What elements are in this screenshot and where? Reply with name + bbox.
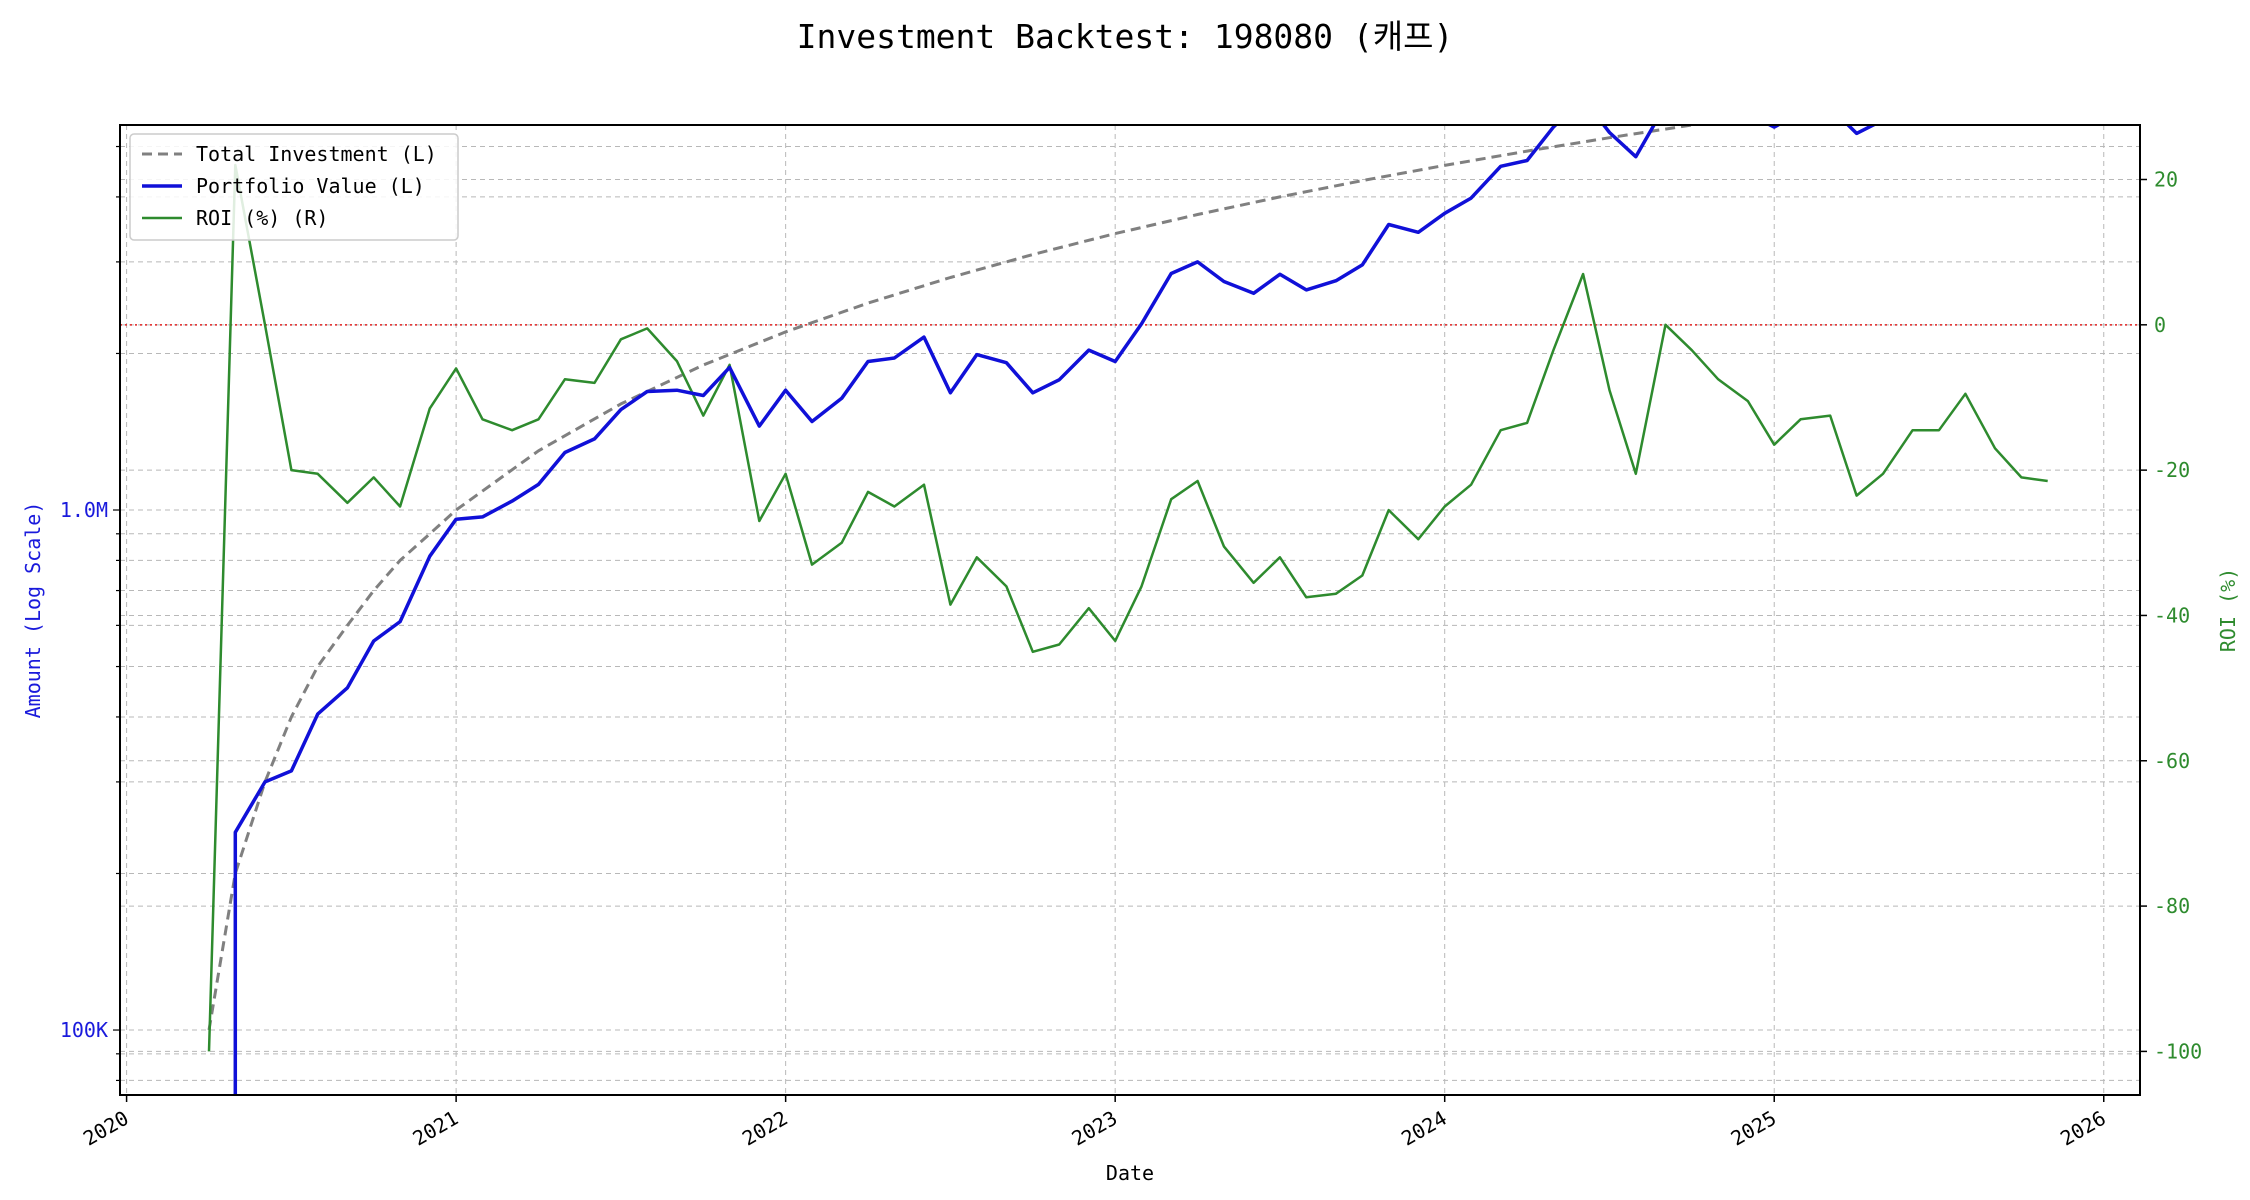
y-left-tick-label: 1.0M xyxy=(60,498,108,522)
portfolio-value-line xyxy=(233,125,1878,1095)
x-tick-label: 2026 xyxy=(2056,1106,2110,1151)
y-right-tick-label: -20 xyxy=(2154,458,2190,482)
x-tick-label: 2021 xyxy=(409,1106,463,1151)
x-tick-label: 2024 xyxy=(1397,1106,1451,1151)
x-tick-label: 2025 xyxy=(1727,1106,1781,1151)
legend-label-total-investment: Total Investment (L) xyxy=(196,142,437,166)
total-investment-line xyxy=(207,125,1703,1031)
y-right-tick-label: 0 xyxy=(2154,313,2166,337)
x-axis-label: Date xyxy=(1106,1161,1154,1185)
axes-layer: 2020 2021 2022 2023 2024 2025 2026 100K 1.0M -100… xyxy=(60,145,2202,1151)
y-left-tick-label: 100K xyxy=(60,1018,108,1042)
legend: Total Investment (L) Portfolio Value (L)… xyxy=(129,133,459,241)
legend-box xyxy=(129,133,459,241)
y-right-tick-label: -40 xyxy=(2154,603,2190,627)
y-left-axis-label: Amount (Log Scale) xyxy=(21,502,45,719)
legend-label-portfolio-value: Portfolio Value (L) xyxy=(196,174,425,198)
y-right-tick-label: -100 xyxy=(2154,1039,2202,1063)
series-layer xyxy=(120,125,2140,1095)
x-tick-label: 2020 xyxy=(79,1106,133,1151)
y-right-tick-label: -80 xyxy=(2154,894,2190,918)
chart-title: Investment Backtest: 198080 (캐프) xyxy=(797,17,1454,56)
plot-frame xyxy=(119,124,2141,1096)
x-tick-label: 2023 xyxy=(1068,1106,1122,1151)
legend-label-roi: ROI (%) (R) xyxy=(196,206,328,230)
roi-line xyxy=(207,163,2048,1052)
y-right-axis-label: ROI (%) xyxy=(2216,568,2240,652)
y-right-tick-label: -60 xyxy=(2154,749,2190,773)
x-tick-label: 2022 xyxy=(738,1106,792,1151)
y-right-tick-label: 20 xyxy=(2154,167,2178,191)
